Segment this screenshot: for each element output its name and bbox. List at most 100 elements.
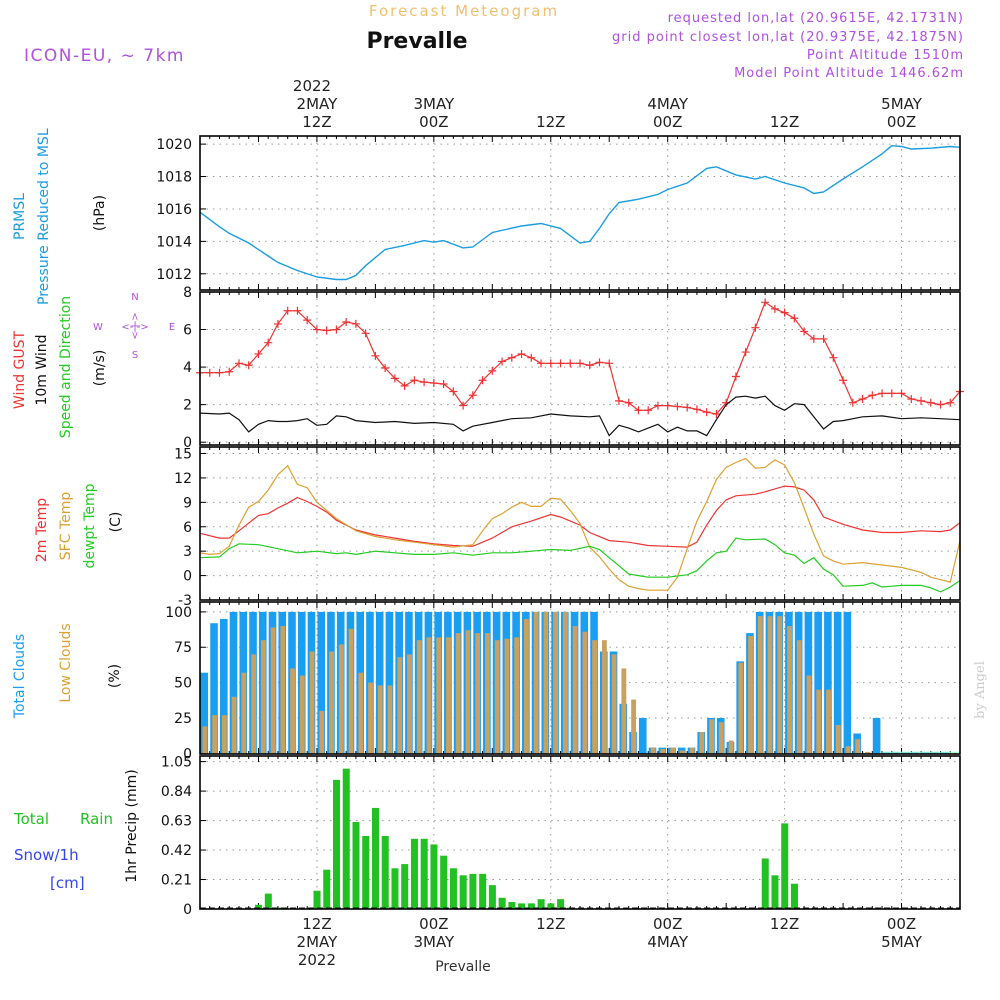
low-cloud-bar [260,640,266,754]
wind-gust-marker [293,306,302,315]
low-cloud-bar [504,638,510,754]
low-cloud-bar [631,699,637,754]
wind-ytick-label: 4 [183,360,192,376]
precip-bar [401,864,409,909]
total-cloud-bar [200,672,209,754]
wind-gust-marker [264,338,273,347]
wind-gust-marker [585,361,594,370]
wind-gust-marker [576,359,584,368]
wind-gust-marker [692,405,701,414]
temp-ytick-label: 12 [174,471,192,487]
total-cloud-bar [638,717,647,754]
precip-bar [557,899,565,909]
top-time-label: 12Z [536,113,565,131]
pressure-frame [199,135,961,291]
wind-gust-marker [449,387,458,396]
bottom-time-label: 00Z [419,915,448,933]
compass-west: W [93,322,103,333]
total-cloud-bar [385,611,394,754]
wind-labels: Wind GUST 10m Wind Speed and Direction (… [12,292,175,438]
wind-gust-marker [322,326,331,335]
precip-frame [199,755,961,910]
low-cloud-bar [699,732,705,754]
total-cloud-bar [814,611,822,754]
wind-gust-marker [741,348,750,357]
wind-gust-marker [478,376,487,385]
wind-gust-marker [936,400,945,409]
location-title: Prevalle [366,29,467,54]
wind-gust-marker [634,406,643,415]
pressure-ytick-label: 1020 [156,137,192,153]
pressure-ytick-label: 1016 [156,202,192,218]
point-altitude: Point Altitude 1510m [807,48,964,63]
low-cloud-bar [660,749,666,754]
low-cloud-bar [670,747,676,754]
low-cloud-bar [757,616,763,754]
precip-bar [488,885,496,909]
precip-bar [781,823,789,909]
low-cloud-bar [465,630,471,754]
wind-gust-marker [731,372,740,381]
wind-gust-marker [439,379,448,388]
low-cloud-bar [309,651,315,754]
precip-bar [430,844,438,909]
low-cloud-bar [397,657,403,754]
low-cloud-bar [572,626,578,754]
low-cloud-bar [796,640,802,754]
precip-labels: Total Rain Snow/1h [cm] 1hr Precip (mm) [13,769,140,892]
wind-gust-marker [303,316,312,325]
low-cloud-bar [407,654,412,754]
wind-ytick-label: 6 [183,323,192,339]
forecast-title: Forecast Meteogram [369,2,559,20]
clouds-ytick-label: 100 [165,605,192,621]
total-cloud-bar [229,611,238,754]
wind-gust-marker [468,391,477,400]
top-time-label: 12Z [770,113,799,131]
wind-gust-marker [848,398,857,407]
precip-bar [547,903,555,909]
wind-gust-marker [390,374,399,383]
temp-labels: 2m Temp SFC Temp dewpt Temp (C) [34,483,124,568]
wind-gust-marker [244,361,253,370]
temp2m-line [199,485,961,548]
low-cloud-bar [338,644,344,754]
precip-ytick-label: 0.84 [161,784,192,800]
wind-gust-marker [829,353,838,362]
wind-gust-marker [381,364,390,373]
low-cloud-bar [718,722,724,754]
low-cloud-bar [679,750,685,754]
total-cloud-bar [375,611,384,754]
clouds-frame [199,601,961,755]
total-cloud-bar [317,611,326,754]
wind-gust-marker [507,353,516,362]
top-time-label: 00Z [653,113,682,131]
bottom-time-label: 2MAY [297,933,339,951]
wind-unit: (m/s) [92,350,108,387]
compass-north: N [131,292,138,303]
wind-gust-marker [624,398,633,407]
precip-bar [420,838,428,909]
wind-gust-marker [819,334,828,343]
low-cloud-bar [816,689,822,754]
pressure-ytick-label: 1018 [156,170,192,186]
wind-gust-marker [498,357,507,366]
wind-gust-marker [790,314,799,323]
low-cloud-bar [601,640,607,754]
bottom-time-label: 12Z [536,915,565,933]
clouds-ytick-label: 50 [174,676,192,692]
temp-ytick-label: 0 [183,569,192,585]
precip-snow-label: Snow/1h [14,846,79,864]
precip-bar [790,883,798,909]
compass-east: E [169,322,175,333]
wind-frame [199,291,961,446]
precip-bar [371,807,379,909]
sfc-temp-line [199,457,961,591]
wind-gust-marker [761,298,770,307]
wind-gust-marker [517,349,526,358]
sfc-temp-label: SFC Temp [58,492,74,561]
wind-gust-marker [780,308,789,317]
bottom-time-label: 4MAY [647,933,689,951]
wind-10m-line [199,395,961,437]
